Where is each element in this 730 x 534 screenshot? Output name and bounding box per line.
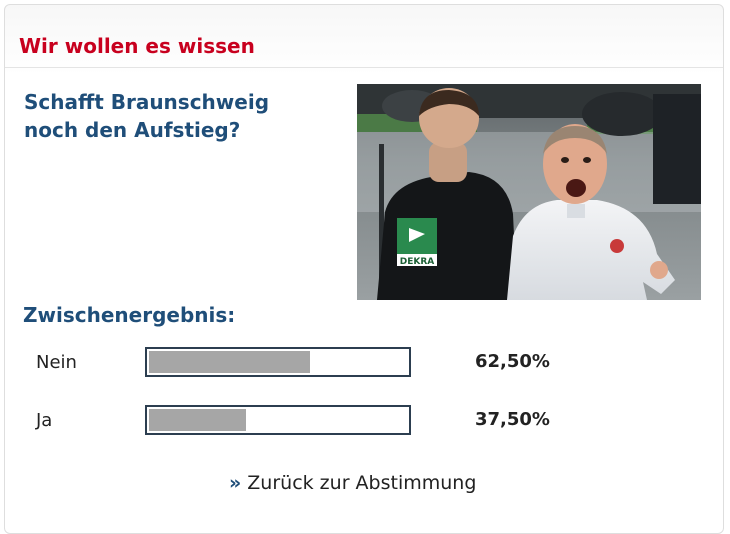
photo-badge-text: DEKRA bbox=[400, 257, 435, 267]
result-row-ja: Ja 37,50% bbox=[5, 405, 723, 437]
result-bar-fill bbox=[149, 409, 246, 431]
result-label: Nein bbox=[36, 352, 77, 373]
back-to-voting-label: Zurück zur Abstimmung bbox=[247, 472, 477, 494]
double-chevron-right-icon: » bbox=[229, 472, 242, 494]
title-divider bbox=[5, 67, 723, 68]
result-bar bbox=[145, 347, 411, 377]
result-bar-fill bbox=[149, 351, 310, 373]
poll-photo: DEKRA bbox=[357, 84, 701, 300]
result-percent: 37,50% bbox=[475, 409, 550, 430]
back-to-voting-link[interactable]: » Zurück zur Abstimmung bbox=[229, 471, 476, 495]
poll-widget: Wir wollen es wissen Schafft Braunschwei… bbox=[4, 4, 724, 534]
results-heading: Zwischenergebnis: bbox=[23, 303, 236, 327]
result-percent: 62,50% bbox=[475, 351, 550, 372]
photo-referee-and-coach-icon: DEKRA bbox=[357, 84, 701, 300]
result-label: Ja bbox=[36, 410, 53, 431]
result-row-nein: Nein 62,50% bbox=[5, 347, 723, 379]
widget-title: Wir wollen es wissen bbox=[19, 34, 255, 58]
result-bar bbox=[145, 405, 411, 435]
poll-question: Schafft Braunschweig noch den Aufstieg? bbox=[24, 90, 270, 142]
